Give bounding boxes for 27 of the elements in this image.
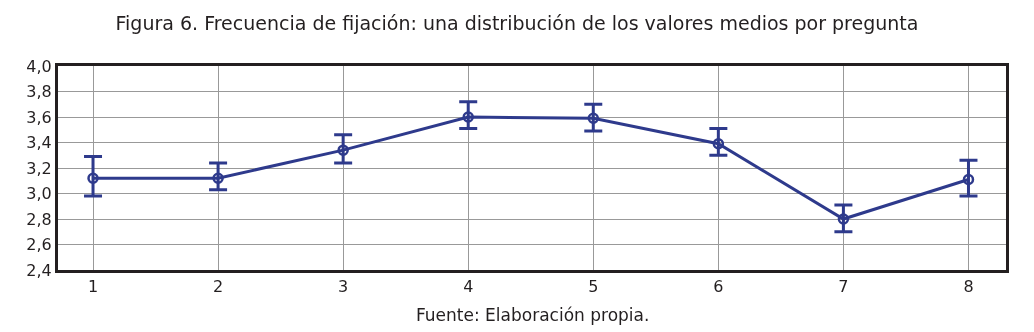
point [212, 172, 224, 184]
point [587, 112, 600, 125]
chart-title: Figura 6. Frecuencia de fijación: una distribución de los valores medios por pregunta [115, 11, 919, 34]
point [712, 138, 725, 150]
y-tick-label: 2,8 [26, 209, 52, 229]
x-tick-label: 4 [463, 277, 474, 297]
x-tick-label: 5 [588, 277, 599, 297]
point [337, 144, 349, 156]
x-tick-label: 1 [87, 277, 99, 297]
x-tick-label: 8 [963, 277, 974, 297]
y-tick-label: 2,4 [26, 260, 52, 280]
point [962, 173, 975, 186]
point [87, 172, 99, 184]
y-tick-label: 3,2 [26, 158, 52, 178]
source-note: Fuente: Elaboración propia. [416, 305, 650, 325]
x-tick-label: 6 [713, 277, 724, 297]
y-tick-label: 4,0 [26, 56, 52, 76]
x-tick-label: 7 [838, 277, 849, 297]
x-tick-label: 3 [338, 277, 349, 297]
y-tick-label: 3,8 [26, 82, 52, 102]
point [462, 111, 474, 123]
y-tick-label: 2,6 [26, 235, 52, 255]
point [837, 213, 850, 225]
y-tick-label: 3,0 [26, 184, 52, 204]
y-tick-label: 3,6 [26, 107, 52, 127]
x-tick-label: 2 [212, 277, 224, 297]
y-tick-label: 3,4 [26, 133, 52, 153]
